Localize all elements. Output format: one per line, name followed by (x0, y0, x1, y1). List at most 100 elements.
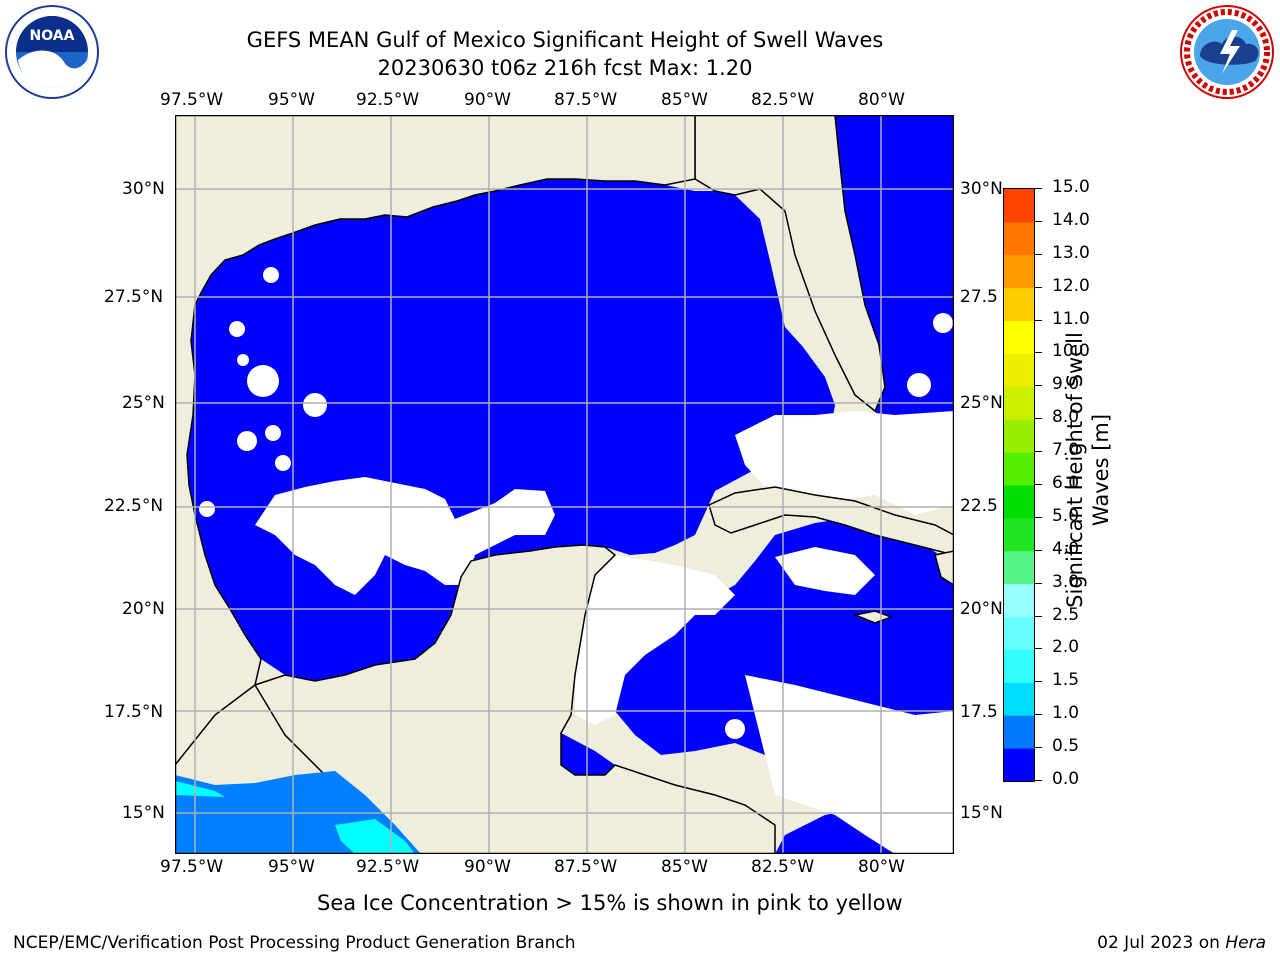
colorbar-tick-label: 7.0 (1052, 440, 1080, 461)
footer-date: 02 Jul 2023 on (1097, 933, 1226, 953)
colorbar-swatch (1004, 320, 1034, 354)
colorbar-swatches (1004, 189, 1034, 782)
pacific-cyan-strip (175, 781, 225, 797)
colorbar-tick-mark (1034, 484, 1042, 485)
lon-label-top: 80°W (858, 90, 905, 110)
lon-label-top: 85°W (661, 90, 708, 110)
us-coast-land (174, 114, 696, 768)
lon-label-top: 90°W (464, 90, 511, 110)
map-frame (174, 114, 955, 855)
colorbar-tick-label: 2.0 (1052, 637, 1080, 658)
chart-title-line1: GEFS MEAN Gulf of Mexico Significant Hei… (246, 28, 884, 52)
colorbar-swatch (1004, 616, 1034, 650)
lat-label-right: 25°N (960, 393, 1003, 413)
colorbar-tick-mark (1034, 253, 1042, 255)
colorbar-swatch (1004, 221, 1034, 256)
map-svg (174, 114, 955, 855)
lat-label-right: 30°N (960, 179, 1003, 199)
lon-label-bottom: 97.5°W (160, 857, 224, 877)
lon-label-bottom: 80°W (858, 857, 905, 877)
colorbar-tick-mark (1034, 516, 1042, 518)
colorbar-tick-label: 5.0 (1052, 505, 1080, 526)
lon-label-bottom: 87.5°W (554, 857, 618, 877)
colorbar-swatch (1004, 254, 1034, 289)
colorbar-tick-label: 1.5 (1052, 670, 1080, 691)
colorbar-title: Significant Height of Swell Waves [m] (1062, 320, 1114, 620)
lat-label-left: 30°N (122, 179, 165, 199)
pacific-cyan (335, 819, 415, 854)
lon-label-bottom: 90°W (464, 857, 511, 877)
sea-ice-note: Sea Ice Concentration > 15% is shown in … (317, 891, 903, 915)
colorbar-tick-label: 6.0 (1052, 473, 1080, 493)
chart-title-line2: 20230630 t06z 216h fcst Max: 1.20 (377, 56, 753, 80)
mexico-land (253, 544, 776, 855)
lat-label-left: 17.5°N (104, 702, 164, 722)
colorbar-tick-mark (1034, 780, 1042, 781)
colorbar-swatch (1004, 189, 1034, 223)
nws-logo (1178, 4, 1276, 100)
lat-label-right: 22.5 (960, 496, 998, 516)
lat-label-left: 22.5°N (104, 496, 164, 516)
colorbar-title-line2: Waves [m] (1089, 413, 1113, 527)
colorbar-tick-label: 9.0 (1052, 374, 1080, 395)
colorbar-tick-label: 8.0 (1052, 407, 1080, 428)
colorbar-swatch (1004, 386, 1034, 420)
colorbar-tick-label: 4.0 (1052, 538, 1080, 559)
lat-label-right: 17.5 (960, 702, 998, 722)
lon-label-bottom: 95°W (268, 857, 315, 877)
footer-left: NCEP/EMC/Verification Post Processing Pr… (13, 933, 576, 953)
lon-label-top: 82.5°W (751, 90, 815, 110)
lat-label-left: 20°N (122, 599, 165, 619)
colorbar-swatch (1004, 485, 1034, 519)
colorbar-tick-mark (1034, 648, 1042, 650)
cuba-land (708, 486, 955, 556)
colorbar-tick-mark (1034, 681, 1042, 683)
colorbar-tick-mark (1034, 352, 1042, 354)
colorbar-tick-label: 13.0 (1052, 242, 1090, 263)
lat-label-left: 27.5°N (104, 287, 164, 307)
lon-label-top: 97.5°W (160, 90, 224, 110)
colorbar-tick-label: 15.0 (1052, 177, 1090, 197)
colorbar-tick-mark (1034, 418, 1042, 420)
colorbar-tick-mark (1034, 451, 1042, 453)
lon-label-bottom: 82.5°W (751, 857, 815, 877)
colorbar-tick-label: 14.0 (1052, 209, 1090, 230)
colorbar-tick-label: 11.0 (1052, 308, 1090, 329)
white-patches (199, 267, 954, 854)
lat-label-left: 15°N (122, 803, 165, 823)
honduras-water (561, 733, 615, 775)
colorbar-tick-label: 1.0 (1052, 703, 1080, 724)
lat-label-right: 15°N (960, 803, 1003, 823)
colorbar-swatch (1004, 682, 1034, 716)
colorbar-swatch (1004, 715, 1034, 749)
lat-label-right: 20°N (960, 599, 1003, 619)
colorbar-tick-label: 0.0 (1052, 769, 1080, 789)
colorbar-title-line1: Significant Height of Swell (1063, 332, 1087, 608)
lon-label-top: 87.5°W (554, 90, 618, 110)
colorbar-tick-mark (1034, 549, 1042, 551)
colorbar-tick-label: 10.0 (1052, 341, 1090, 362)
footer-host: Hera (1225, 933, 1266, 953)
svg-text:NOAA: NOAA (30, 28, 75, 44)
jamaica-land (852, 610, 894, 624)
colorbar-swatch (1004, 452, 1034, 486)
atlantic-water (835, 115, 954, 431)
lon-label-top: 92.5°W (356, 90, 420, 110)
colorbar-swatch (1004, 353, 1034, 387)
colorbar-swatch (1004, 287, 1034, 322)
lon-label-bottom: 92.5°W (356, 857, 420, 877)
colorbar-swatch (1004, 748, 1034, 782)
colorbar (1003, 188, 1035, 782)
colorbar-tick-label: 12.0 (1052, 275, 1090, 296)
lon-label-top: 95°W (268, 90, 315, 110)
colorbar-swatch (1004, 550, 1034, 585)
noaa-logo: NOAA (4, 4, 100, 100)
lat-label-right: 27.5 (960, 287, 998, 307)
colorbar-tick-mark (1034, 615, 1042, 617)
map-panel (174, 114, 955, 855)
grid-lines (175, 115, 954, 854)
colorbar-tick-mark (1034, 385, 1042, 387)
colorbar-tick-label: 0.5 (1052, 736, 1080, 757)
colorbar-tick-mark (1034, 582, 1042, 584)
colorbar-swatch (1004, 419, 1034, 453)
